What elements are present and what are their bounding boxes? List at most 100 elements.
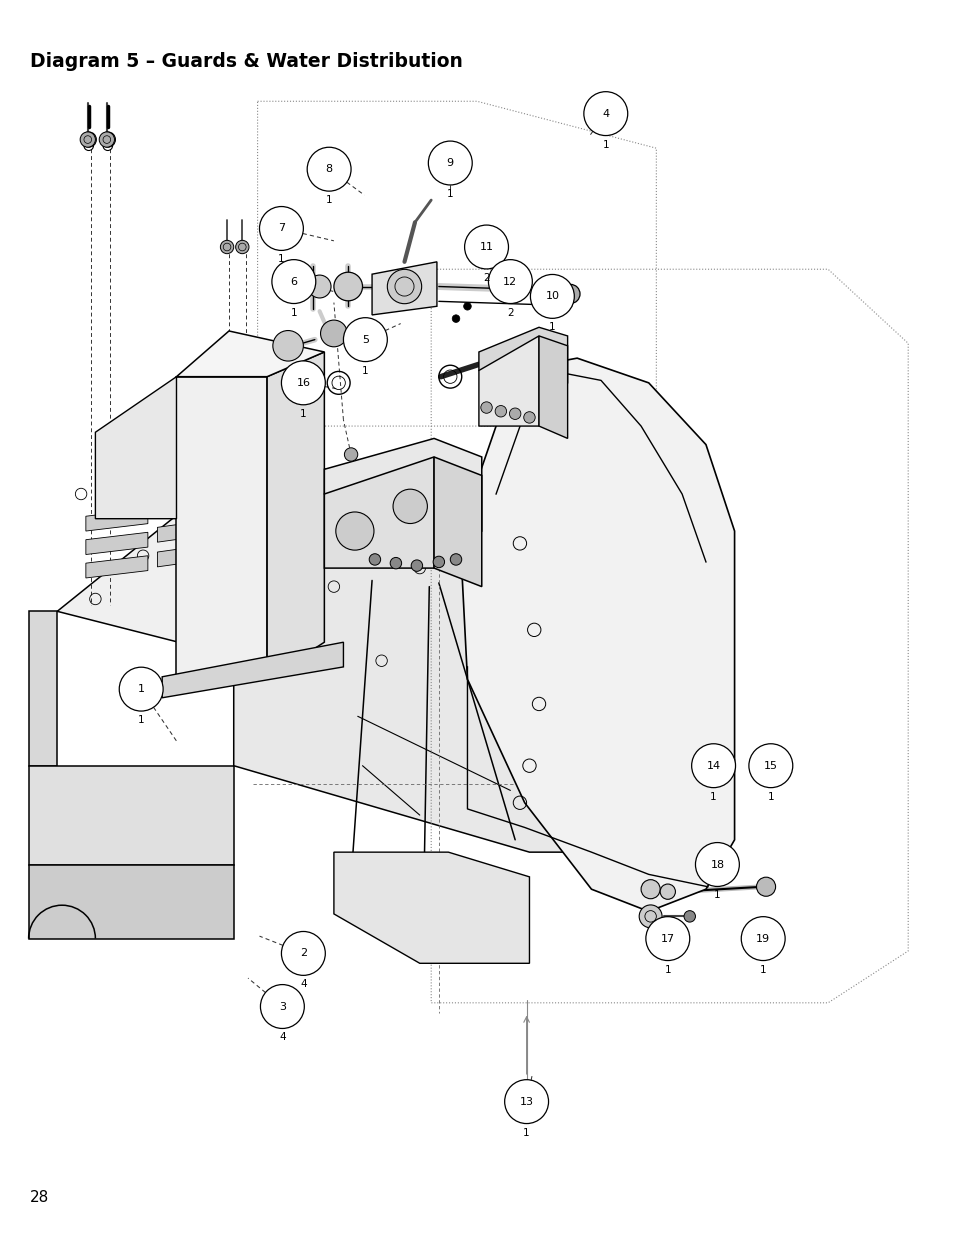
Polygon shape — [86, 556, 148, 578]
Circle shape — [387, 269, 421, 304]
Polygon shape — [57, 469, 662, 685]
Text: 1: 1 — [767, 792, 773, 802]
Circle shape — [691, 743, 735, 788]
Text: 4: 4 — [279, 1032, 285, 1042]
Circle shape — [320, 320, 347, 347]
Text: 18: 18 — [710, 860, 723, 869]
Text: 2: 2 — [483, 273, 489, 283]
Polygon shape — [324, 438, 481, 531]
Polygon shape — [157, 494, 219, 517]
Text: 4: 4 — [300, 979, 306, 989]
Text: 1: 1 — [326, 195, 332, 205]
Circle shape — [683, 910, 695, 923]
Polygon shape — [157, 519, 219, 542]
Polygon shape — [334, 506, 395, 527]
Polygon shape — [334, 852, 529, 963]
Text: 16: 16 — [296, 378, 310, 388]
Circle shape — [450, 553, 461, 566]
Text: 17: 17 — [660, 934, 674, 944]
Polygon shape — [267, 352, 324, 679]
Text: 1: 1 — [278, 254, 284, 264]
Circle shape — [220, 241, 233, 253]
Text: 4: 4 — [601, 109, 609, 119]
Text: 28: 28 — [30, 1191, 50, 1205]
Polygon shape — [176, 377, 267, 679]
Circle shape — [428, 141, 472, 185]
Circle shape — [463, 303, 471, 310]
Circle shape — [119, 667, 163, 711]
Circle shape — [530, 274, 574, 319]
Circle shape — [272, 259, 315, 304]
Circle shape — [390, 557, 401, 569]
Circle shape — [640, 879, 659, 899]
Text: 1: 1 — [523, 1128, 529, 1137]
Polygon shape — [434, 457, 481, 587]
Polygon shape — [459, 358, 734, 911]
Text: 7: 7 — [277, 224, 285, 233]
Text: 1: 1 — [549, 322, 555, 332]
Text: 2: 2 — [299, 948, 307, 958]
Text: 3: 3 — [278, 1002, 286, 1011]
Circle shape — [756, 877, 775, 897]
Circle shape — [308, 275, 331, 298]
Text: 14: 14 — [706, 761, 720, 771]
Circle shape — [560, 284, 579, 304]
Circle shape — [343, 317, 387, 362]
Circle shape — [583, 91, 627, 136]
Circle shape — [523, 411, 535, 424]
Text: 1: 1 — [447, 189, 453, 199]
Text: 5: 5 — [361, 335, 369, 345]
Polygon shape — [29, 864, 233, 939]
Circle shape — [259, 206, 303, 251]
Polygon shape — [86, 509, 148, 531]
Polygon shape — [324, 457, 434, 568]
Polygon shape — [478, 336, 538, 426]
Circle shape — [81, 132, 96, 147]
Circle shape — [369, 553, 380, 566]
Text: 1: 1 — [138, 715, 144, 725]
Circle shape — [740, 916, 784, 961]
Circle shape — [488, 259, 532, 304]
Text: 12: 12 — [503, 277, 517, 287]
Text: 1: 1 — [137, 684, 145, 694]
Circle shape — [464, 225, 508, 269]
Circle shape — [344, 448, 357, 461]
Circle shape — [452, 315, 459, 322]
Circle shape — [80, 132, 95, 147]
Polygon shape — [86, 532, 148, 555]
Text: Diagram 5 – Guards & Water Distribution: Diagram 5 – Guards & Water Distribution — [30, 52, 462, 70]
Polygon shape — [176, 331, 324, 377]
Circle shape — [281, 361, 325, 405]
Polygon shape — [95, 377, 176, 519]
Polygon shape — [478, 327, 567, 389]
Circle shape — [235, 241, 249, 253]
Polygon shape — [157, 543, 219, 567]
Text: 13: 13 — [519, 1097, 533, 1107]
Circle shape — [307, 147, 351, 191]
Text: 1: 1 — [714, 890, 720, 900]
Circle shape — [645, 916, 689, 961]
Circle shape — [100, 132, 115, 147]
Circle shape — [509, 408, 520, 420]
Circle shape — [260, 984, 304, 1029]
Text: 1: 1 — [300, 409, 306, 419]
Circle shape — [334, 272, 362, 301]
Text: 6: 6 — [290, 277, 297, 287]
Polygon shape — [162, 642, 343, 698]
Circle shape — [411, 559, 422, 572]
Circle shape — [281, 931, 325, 976]
Circle shape — [695, 842, 739, 887]
Circle shape — [99, 132, 114, 147]
Polygon shape — [372, 262, 436, 315]
Circle shape — [433, 556, 444, 568]
Circle shape — [504, 1079, 548, 1124]
Circle shape — [335, 513, 374, 550]
Polygon shape — [538, 336, 567, 438]
Text: 15: 15 — [763, 761, 777, 771]
Circle shape — [659, 884, 675, 899]
Text: 11: 11 — [479, 242, 493, 252]
Circle shape — [748, 743, 792, 788]
Circle shape — [639, 905, 661, 927]
Polygon shape — [248, 494, 310, 519]
Text: 1: 1 — [664, 965, 670, 974]
